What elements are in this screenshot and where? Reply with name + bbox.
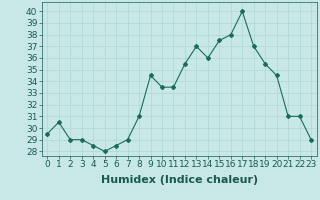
X-axis label: Humidex (Indice chaleur): Humidex (Indice chaleur)	[100, 175, 258, 185]
